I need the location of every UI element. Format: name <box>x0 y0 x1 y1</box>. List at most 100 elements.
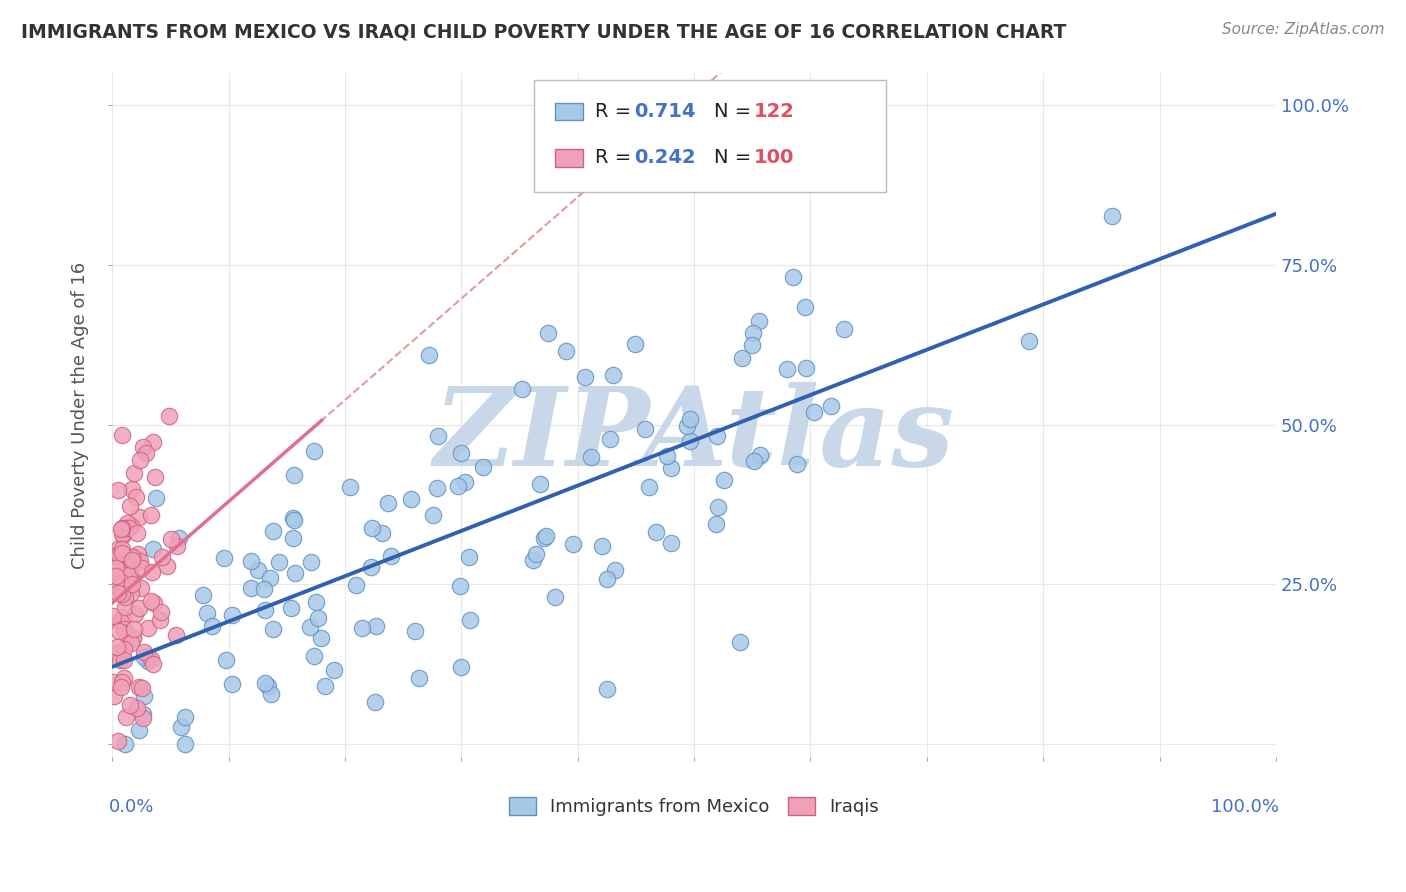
Text: N =: N = <box>714 148 758 168</box>
Point <box>741 338 763 352</box>
Point <box>159 532 181 546</box>
Point <box>679 411 702 425</box>
Point <box>603 563 626 577</box>
Point <box>596 572 619 586</box>
Point <box>122 622 145 636</box>
Point <box>103 689 125 703</box>
Point <box>240 581 263 595</box>
Point <box>675 419 697 434</box>
Point <box>134 650 156 665</box>
Point <box>707 500 730 514</box>
Point <box>112 622 135 636</box>
Point <box>128 554 150 568</box>
Point <box>121 552 143 566</box>
Point <box>124 607 146 621</box>
Point <box>107 734 129 748</box>
Point <box>112 528 135 542</box>
Point <box>120 586 142 600</box>
Point <box>149 614 172 628</box>
Point <box>105 646 128 660</box>
Point <box>510 382 533 396</box>
Point <box>112 671 135 685</box>
Point <box>120 698 142 712</box>
Point <box>120 552 142 566</box>
Point <box>110 542 132 557</box>
Point <box>259 571 281 585</box>
Point <box>634 422 657 436</box>
Point <box>731 351 754 366</box>
Point <box>366 619 388 633</box>
Point <box>221 677 243 691</box>
Point <box>454 475 477 489</box>
Point <box>142 541 165 556</box>
Point <box>107 483 129 497</box>
Point <box>112 642 135 657</box>
Point <box>142 435 165 450</box>
Point <box>536 529 558 543</box>
Point <box>132 706 155 721</box>
Point <box>280 601 302 615</box>
Point <box>108 541 131 556</box>
Point <box>110 522 132 536</box>
Point <box>215 653 238 667</box>
Legend: Immigrants from Mexico, Iraqis: Immigrants from Mexico, Iraqis <box>502 789 886 823</box>
Point <box>108 614 131 628</box>
Point <box>364 695 387 709</box>
Point <box>138 621 160 635</box>
Text: 100.0%: 100.0% <box>1212 798 1279 816</box>
Point <box>142 657 165 672</box>
Point <box>132 689 155 703</box>
Point <box>418 348 440 362</box>
Point <box>141 565 163 579</box>
Point <box>118 499 141 513</box>
Point <box>679 434 702 449</box>
Point <box>450 445 472 459</box>
Point <box>302 444 325 458</box>
Point <box>408 671 430 685</box>
Point <box>529 476 551 491</box>
Point <box>142 596 165 610</box>
Point <box>132 440 155 454</box>
Text: 100: 100 <box>754 148 794 168</box>
Point <box>360 521 382 535</box>
Point <box>111 521 134 535</box>
Text: 0.714: 0.714 <box>634 102 696 121</box>
Point <box>834 322 856 336</box>
Point <box>554 343 576 358</box>
Point <box>157 409 180 424</box>
Point <box>122 550 145 565</box>
Point <box>166 539 188 553</box>
Point <box>111 675 134 690</box>
Point <box>283 513 305 527</box>
Point <box>638 481 661 495</box>
Point <box>742 454 765 468</box>
Point <box>131 560 153 574</box>
Point <box>141 594 163 608</box>
Point <box>447 479 470 493</box>
Point <box>426 428 449 442</box>
Point <box>522 553 544 567</box>
Point <box>107 586 129 600</box>
Point <box>371 525 394 540</box>
Point <box>108 568 131 582</box>
Point <box>299 620 322 634</box>
Point <box>108 574 131 588</box>
Point <box>748 313 770 327</box>
Point <box>794 301 817 315</box>
Point <box>104 569 127 583</box>
Text: ZIPAtlas: ZIPAtlas <box>433 382 955 489</box>
Point <box>121 549 143 564</box>
Point <box>117 564 139 578</box>
Point <box>103 675 125 690</box>
Point <box>533 531 555 545</box>
Point <box>344 578 367 592</box>
Point <box>115 516 138 530</box>
Point <box>124 491 146 505</box>
Point <box>537 326 560 340</box>
Point <box>108 653 131 667</box>
Point <box>561 536 583 550</box>
Point <box>121 631 143 645</box>
Point <box>197 606 219 620</box>
Point <box>108 548 131 562</box>
Point <box>132 645 155 659</box>
